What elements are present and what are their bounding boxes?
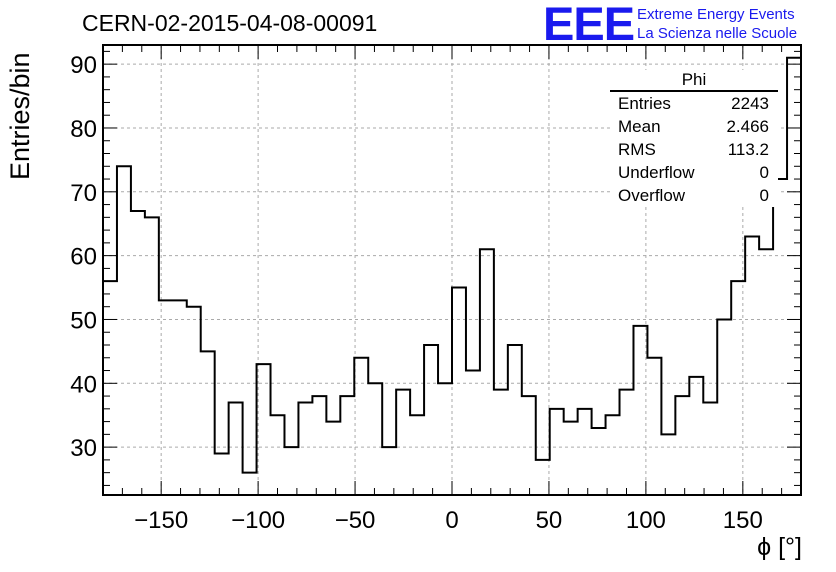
stats-row-entries: Entries 2243 bbox=[610, 92, 778, 115]
y-tick-label: 70 bbox=[70, 180, 97, 207]
y-tick-label: 60 bbox=[70, 244, 97, 271]
x-tick-label: 50 bbox=[536, 507, 563, 534]
x-axis-label: ϕ [°] bbox=[757, 533, 802, 561]
histogram-bars bbox=[103, 56, 801, 474]
y-axis-label: Entries/bin bbox=[5, 52, 35, 180]
x-tick-label: 150 bbox=[723, 507, 763, 534]
x-tick-label: −100 bbox=[231, 507, 285, 534]
plot-title: CERN-02-2015-04-08-00091 bbox=[82, 10, 378, 36]
y-tick-label: 30 bbox=[70, 435, 97, 462]
y-tick-label: 80 bbox=[70, 116, 97, 143]
x-tick-label: −50 bbox=[335, 507, 376, 534]
stats-box: Phi Entries 2243 Mean 2.466 RMS 113.2 Un… bbox=[610, 70, 778, 207]
logo-line-2: La Scienza nelle Scuole bbox=[637, 25, 798, 42]
stats-label: Entries bbox=[618, 94, 671, 113]
y-tick-label: 90 bbox=[70, 52, 97, 79]
eee-logo: EEE bbox=[543, 0, 635, 50]
logo-line-1: Extreme Energy Events bbox=[637, 6, 795, 23]
x-tick-label: 100 bbox=[626, 507, 666, 534]
plot-frame bbox=[102, 44, 802, 496]
tick-labels: −150 −100 −50 0 50 100 150 30 40 50 60 70 80 90 bbox=[70, 52, 763, 534]
stats-label: RMS bbox=[618, 140, 656, 159]
stats-value: 113.2 bbox=[727, 140, 769, 159]
stats-title: Phi bbox=[610, 70, 778, 92]
stats-row-mean: Mean 2.466 bbox=[610, 115, 778, 138]
y-tick-label: 50 bbox=[70, 307, 97, 334]
stats-row-overflow: Overflow 0 bbox=[610, 184, 778, 207]
stats-value: 0 bbox=[759, 163, 769, 182]
stats-label: Mean bbox=[618, 117, 661, 136]
stats-row-rms: RMS 113.2 bbox=[610, 138, 778, 161]
stats-label: Underflow bbox=[618, 163, 695, 182]
x-tick-label: 0 bbox=[445, 507, 458, 534]
stats-value: 0 bbox=[759, 186, 769, 205]
y-tick-label: 40 bbox=[70, 371, 97, 398]
stats-label: Overflow bbox=[618, 186, 686, 205]
histogram-step-line bbox=[103, 56, 801, 474]
stats-row-underflow: Underflow 0 bbox=[610, 161, 778, 184]
stats-value: 2243 bbox=[731, 94, 769, 113]
x-tick-label: −150 bbox=[134, 507, 188, 534]
stats-value: 2.466 bbox=[726, 117, 769, 136]
logo-caption: Extreme Energy Events La Scienza nelle S… bbox=[637, 5, 797, 43]
